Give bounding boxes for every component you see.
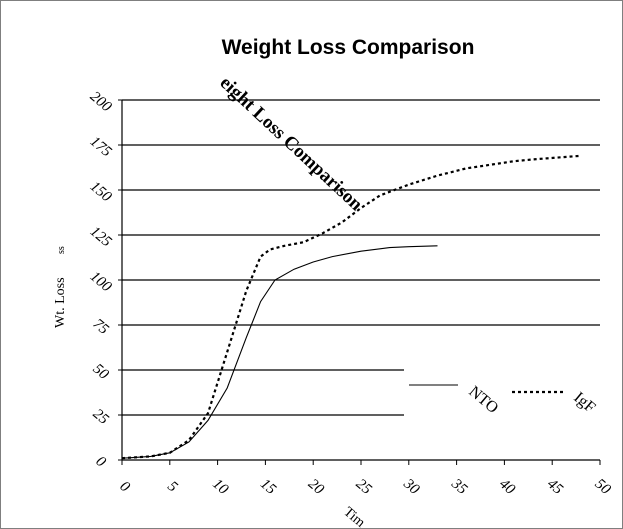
series-line-igf	[121, 154, 581, 460]
y-tick-label-75: 75	[90, 316, 112, 338]
y-tick-label-25: 25	[90, 406, 112, 428]
x-axis-label: Tim	[340, 505, 367, 529]
overlay-title: eight Loss Comparison	[216, 72, 367, 215]
chart-title: Weight Loss Comparison	[222, 36, 475, 59]
legend-label-nto: NTO	[465, 383, 501, 417]
x-tick-label-20: 20	[305, 476, 327, 498]
y-tick-label-175: 175	[87, 134, 115, 161]
x-tick-label-30: 30	[400, 475, 423, 498]
x-tick-label-40: 40	[496, 476, 518, 498]
x-tick-labels: 0 5 10 15 20 25 30 35 40 45 50	[117, 460, 614, 498]
y-tick-label-0: 0	[93, 453, 109, 470]
y-axis-label-suffix: ss	[56, 246, 67, 254]
x-tick-label-25: 25	[353, 476, 375, 498]
legend: NTO IgF	[409, 383, 598, 417]
y-tick-label-125: 125	[87, 224, 115, 251]
x-tick-label-10: 10	[209, 476, 231, 498]
y-tick-labels: 0 25 50 75 100 125 150 175 200	[87, 89, 122, 471]
x-tick-label-5: 5	[164, 478, 180, 495]
series-line-nto	[121, 245, 438, 459]
y-axis-label: Wt. Loss	[53, 277, 68, 328]
x-tick-label-0: 0	[117, 478, 133, 495]
x-tick-label-45: 45	[544, 476, 566, 498]
x-tick-label-50: 50	[592, 476, 614, 498]
y-tick-label-200: 200	[87, 89, 115, 116]
x-tick-label-35: 35	[448, 475, 471, 498]
series-lines	[121, 154, 581, 460]
y-tick-label-100: 100	[87, 269, 115, 296]
y-tick-label-50: 50	[90, 361, 112, 383]
gridlines	[121, 99, 600, 461]
y-tick-label-150: 150	[87, 179, 115, 206]
x-tick-label-15: 15	[257, 476, 279, 498]
legend-label-igf: IgF	[570, 389, 598, 416]
